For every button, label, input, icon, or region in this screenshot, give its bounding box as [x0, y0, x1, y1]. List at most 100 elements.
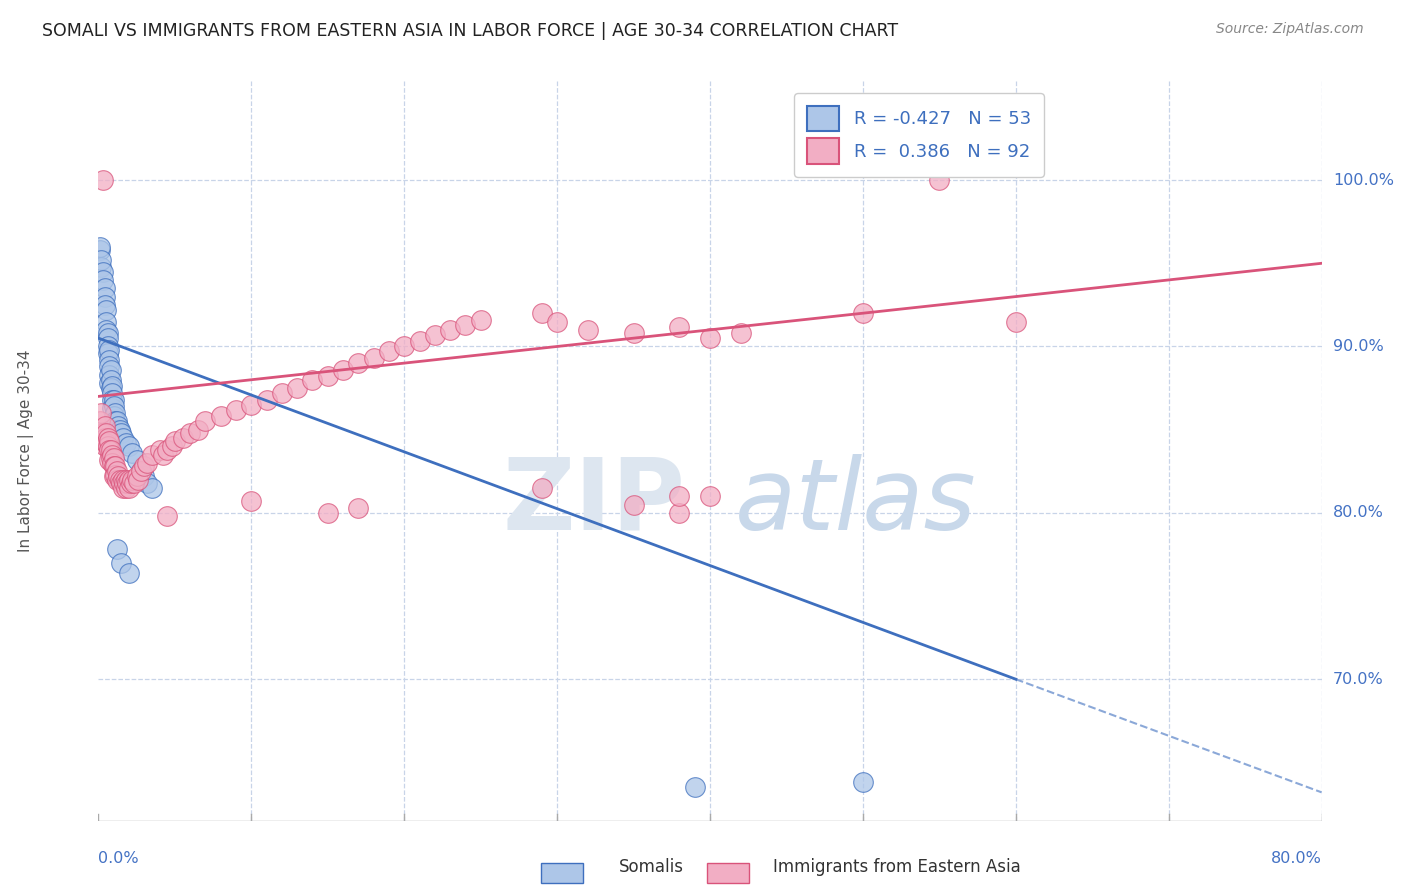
Text: atlas: atlas — [734, 454, 976, 550]
Point — [97, 326, 120, 341]
Point — [392, 339, 416, 353]
Point — [363, 351, 385, 365]
Point — [285, 381, 308, 395]
Point — [530, 481, 553, 495]
Text: Immigrants from Eastern Asia: Immigrants from Eastern Asia — [773, 858, 1021, 876]
Point — [470, 313, 492, 327]
Point — [104, 406, 127, 420]
Point — [160, 439, 183, 453]
Point — [115, 436, 138, 450]
Point — [187, 423, 209, 437]
Point — [240, 398, 263, 412]
Point — [439, 323, 461, 337]
Point — [852, 775, 875, 789]
Point — [93, 298, 115, 312]
Point — [347, 500, 370, 515]
Point — [98, 452, 121, 467]
Point — [730, 326, 752, 341]
Point — [117, 475, 139, 490]
Point — [100, 363, 122, 377]
Point — [225, 402, 247, 417]
Point — [115, 473, 138, 487]
Point — [90, 252, 112, 267]
Point — [94, 302, 117, 317]
Point — [530, 306, 553, 320]
Point — [98, 368, 121, 382]
Point — [91, 173, 114, 187]
Point — [163, 434, 186, 449]
Point — [127, 473, 149, 487]
Point — [90, 406, 112, 420]
Point — [107, 469, 129, 483]
Text: Somalis: Somalis — [619, 858, 683, 876]
Point — [105, 464, 128, 478]
Point — [100, 373, 122, 387]
Point — [111, 473, 134, 487]
Point — [110, 425, 132, 440]
Point — [378, 344, 401, 359]
Point — [101, 392, 124, 407]
Point — [408, 334, 430, 349]
Point — [115, 481, 138, 495]
Point — [668, 489, 690, 503]
Point — [118, 439, 141, 453]
Point — [122, 475, 145, 490]
Point — [107, 419, 129, 434]
Point — [118, 473, 141, 487]
Point — [100, 442, 122, 457]
Point — [121, 446, 143, 460]
Point — [129, 464, 152, 478]
Point — [89, 243, 111, 257]
Point — [89, 414, 111, 428]
Point — [91, 273, 114, 287]
Point — [156, 442, 179, 457]
Point — [97, 439, 120, 453]
Point — [93, 439, 115, 453]
Point — [332, 363, 354, 377]
Point — [347, 356, 370, 370]
Point — [101, 456, 124, 470]
Point — [118, 566, 141, 580]
Point — [149, 442, 172, 457]
Point — [97, 346, 120, 360]
Text: Source: ZipAtlas.com: Source: ZipAtlas.com — [1216, 22, 1364, 37]
Point — [108, 423, 131, 437]
Point — [152, 448, 174, 462]
Point — [98, 352, 121, 367]
Point — [93, 431, 115, 445]
Point — [91, 425, 114, 440]
Point — [97, 339, 120, 353]
Point — [134, 469, 156, 483]
Point — [98, 359, 121, 374]
Point — [98, 376, 121, 390]
Point — [194, 414, 217, 428]
Point — [101, 379, 124, 393]
Point — [141, 481, 163, 495]
Point — [91, 434, 114, 449]
Point — [111, 431, 134, 445]
Point — [104, 414, 127, 428]
Point — [316, 369, 339, 384]
Point — [683, 780, 706, 795]
Point — [156, 509, 179, 524]
Point — [852, 306, 875, 320]
Point — [93, 289, 115, 303]
Point — [454, 318, 477, 332]
Point — [141, 448, 163, 462]
Point — [101, 401, 124, 415]
Point — [668, 506, 690, 520]
Point — [928, 173, 950, 187]
Point — [98, 343, 121, 357]
Point — [125, 452, 148, 467]
Point — [129, 464, 152, 478]
Point — [108, 473, 131, 487]
Text: ZIP: ZIP — [503, 454, 686, 550]
Point — [110, 556, 132, 570]
Point — [94, 436, 117, 450]
Point — [112, 475, 135, 490]
Point — [105, 542, 128, 557]
Point — [623, 326, 645, 341]
Point — [91, 264, 114, 278]
Point — [98, 434, 121, 449]
Text: 0.0%: 0.0% — [98, 851, 139, 866]
